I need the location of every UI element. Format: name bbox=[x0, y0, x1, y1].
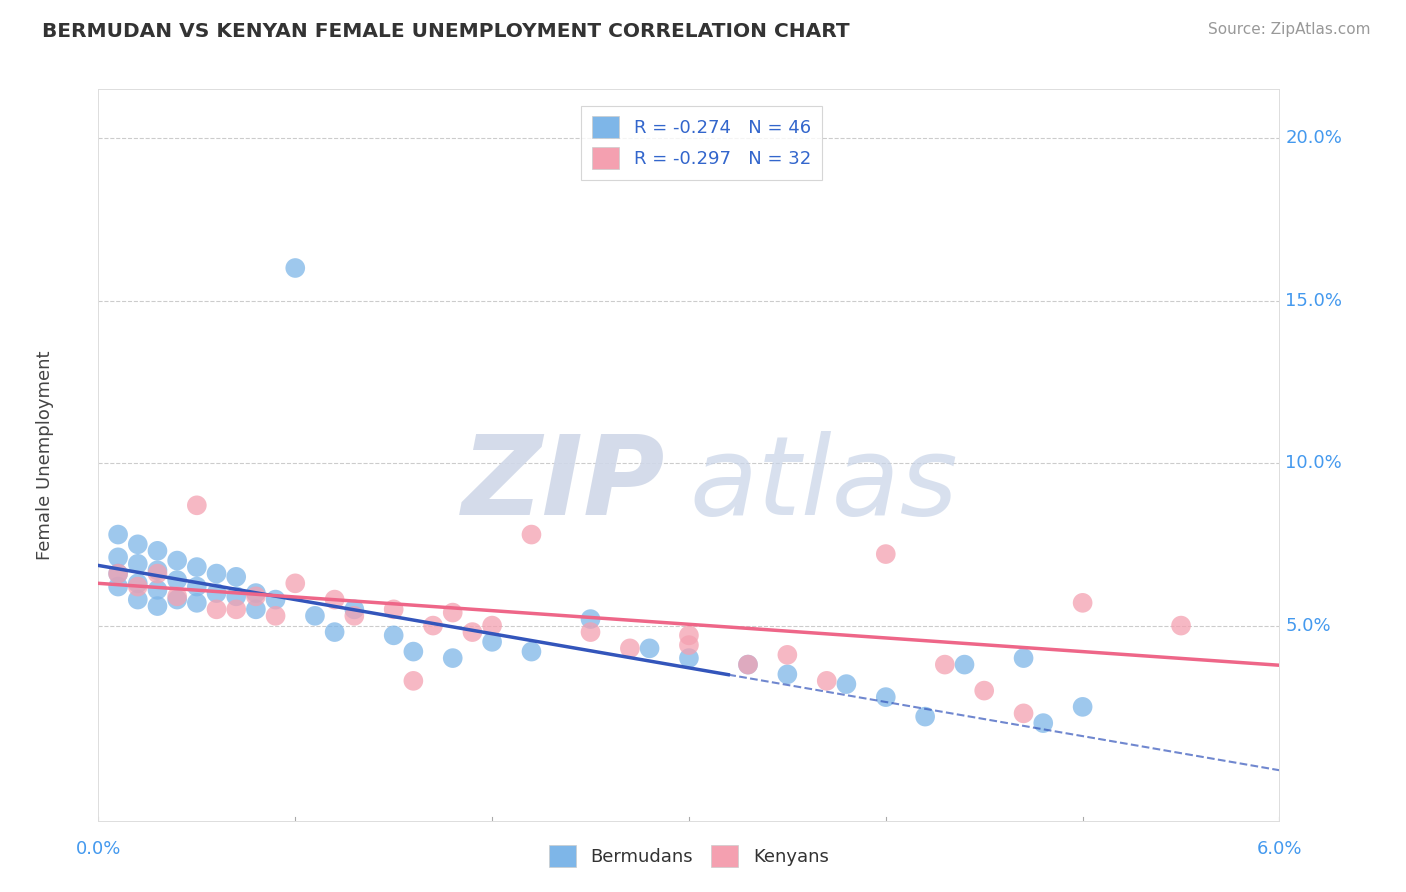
Text: atlas: atlas bbox=[689, 431, 957, 538]
Point bbox=[107, 550, 129, 565]
Point bbox=[186, 498, 208, 512]
Point bbox=[441, 606, 464, 620]
Point bbox=[638, 641, 661, 656]
Point bbox=[481, 635, 503, 649]
Point bbox=[146, 599, 169, 613]
Text: 10.0%: 10.0% bbox=[1285, 454, 1343, 472]
Point bbox=[186, 580, 208, 594]
Text: Female Unemployment: Female Unemployment bbox=[37, 351, 55, 559]
Point bbox=[323, 625, 346, 640]
Point bbox=[422, 618, 444, 632]
Point bbox=[264, 592, 287, 607]
Point bbox=[520, 644, 543, 658]
Point bbox=[284, 260, 307, 275]
Point bbox=[875, 690, 897, 705]
Point bbox=[245, 590, 267, 604]
Legend: Bermudans, Kenyans: Bermudans, Kenyans bbox=[541, 838, 837, 874]
Point bbox=[382, 602, 405, 616]
Point bbox=[284, 576, 307, 591]
Point bbox=[481, 618, 503, 632]
Point bbox=[166, 592, 188, 607]
Point bbox=[205, 602, 228, 616]
Point bbox=[205, 586, 228, 600]
Point bbox=[186, 596, 208, 610]
Point bbox=[225, 590, 247, 604]
Point bbox=[776, 667, 799, 681]
Point bbox=[441, 651, 464, 665]
Point bbox=[146, 544, 169, 558]
Point bbox=[146, 563, 169, 577]
Point bbox=[166, 573, 188, 587]
Text: 5.0%: 5.0% bbox=[1285, 616, 1331, 634]
Point bbox=[402, 644, 425, 658]
Point bbox=[107, 566, 129, 581]
Point bbox=[1012, 651, 1035, 665]
Point bbox=[343, 608, 366, 623]
Point bbox=[264, 608, 287, 623]
Point bbox=[323, 592, 346, 607]
Point bbox=[186, 560, 208, 574]
Point bbox=[127, 576, 149, 591]
Point bbox=[127, 592, 149, 607]
Point bbox=[875, 547, 897, 561]
Point bbox=[1071, 596, 1094, 610]
Point bbox=[107, 580, 129, 594]
Text: 20.0%: 20.0% bbox=[1285, 129, 1343, 147]
Point bbox=[402, 673, 425, 688]
Point bbox=[127, 537, 149, 551]
Point bbox=[776, 648, 799, 662]
Text: 0.0%: 0.0% bbox=[76, 840, 121, 858]
Point bbox=[166, 590, 188, 604]
Point bbox=[245, 602, 267, 616]
Point bbox=[245, 586, 267, 600]
Point bbox=[579, 625, 602, 640]
Point bbox=[1012, 706, 1035, 721]
Point bbox=[1170, 618, 1192, 632]
Point bbox=[973, 683, 995, 698]
Point bbox=[1032, 716, 1054, 731]
Point bbox=[146, 566, 169, 581]
Point bbox=[520, 527, 543, 541]
Point bbox=[304, 608, 326, 623]
Point bbox=[914, 709, 936, 723]
Point bbox=[146, 582, 169, 597]
Point bbox=[343, 602, 366, 616]
Point bbox=[107, 566, 129, 581]
Text: BERMUDAN VS KENYAN FEMALE UNEMPLOYMENT CORRELATION CHART: BERMUDAN VS KENYAN FEMALE UNEMPLOYMENT C… bbox=[42, 22, 849, 41]
Point bbox=[737, 657, 759, 672]
Point bbox=[815, 673, 838, 688]
Text: ZIP: ZIP bbox=[461, 431, 665, 538]
Point bbox=[835, 677, 858, 691]
Point bbox=[382, 628, 405, 642]
Text: 6.0%: 6.0% bbox=[1257, 840, 1302, 858]
Point bbox=[225, 570, 247, 584]
Point bbox=[953, 657, 976, 672]
Point bbox=[1071, 699, 1094, 714]
Point bbox=[619, 641, 641, 656]
Point bbox=[205, 566, 228, 581]
Point bbox=[934, 657, 956, 672]
Point bbox=[107, 527, 129, 541]
Point bbox=[127, 580, 149, 594]
Point bbox=[225, 602, 247, 616]
Point bbox=[678, 638, 700, 652]
Point bbox=[579, 612, 602, 626]
Point bbox=[127, 557, 149, 571]
Point bbox=[678, 628, 700, 642]
Text: Source: ZipAtlas.com: Source: ZipAtlas.com bbox=[1208, 22, 1371, 37]
Point bbox=[166, 553, 188, 567]
Point bbox=[737, 657, 759, 672]
Point bbox=[461, 625, 484, 640]
Point bbox=[678, 651, 700, 665]
Text: 15.0%: 15.0% bbox=[1285, 292, 1343, 310]
